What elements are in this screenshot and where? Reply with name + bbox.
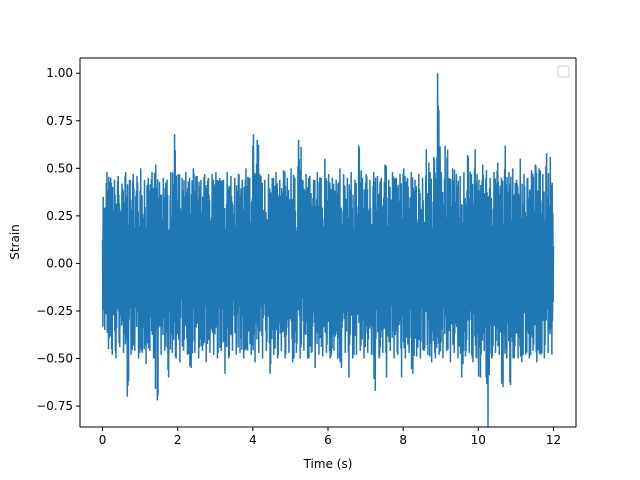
y-tick-label: 0.75 — [46, 114, 73, 128]
x-tick-label: 0 — [99, 433, 107, 447]
x-tick-label: 8 — [399, 433, 407, 447]
y-tick-label: −0.50 — [36, 352, 73, 366]
y-tick-label: −0.25 — [36, 304, 73, 318]
x-tick-label: 12 — [546, 433, 561, 447]
y-tick-label: 0.50 — [46, 161, 73, 175]
x-tick-label: 4 — [249, 433, 257, 447]
y-tick-label: −0.75 — [36, 399, 73, 413]
ticks-layer: 0 2 4 6 8 10 12 −0.75 −0.50 −0.25 0.00 0.25 0.50 0.75… — [36, 66, 561, 447]
y-tick-label: 0.00 — [46, 256, 73, 270]
x-tick-label: 2 — [174, 433, 182, 447]
x-tick-label: 10 — [471, 433, 486, 447]
legend-box — [557, 65, 570, 78]
y-tick-label: 1.00 — [46, 66, 73, 80]
y-axis-label: Strain — [8, 224, 22, 260]
legend-layer — [557, 65, 570, 78]
x-tick-label: 6 — [324, 433, 332, 447]
series-layer — [101, 73, 555, 428]
y-tick-label: 0.25 — [46, 209, 73, 223]
x-axis-label: Time (s) — [303, 457, 353, 471]
series-line-0 — [101, 73, 555, 428]
